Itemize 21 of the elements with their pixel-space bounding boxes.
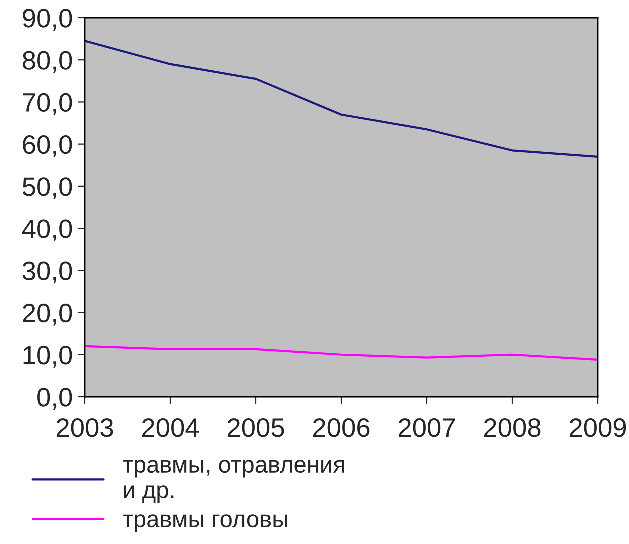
line-series: [85, 40, 598, 158]
x-tick-label: 2009: [570, 418, 626, 438]
y-tick-label: 20,0: [23, 304, 72, 326]
y-tick-label: 80,0: [22, 51, 72, 74]
line-series: [85, 345, 598, 361]
x-tick-label: 2003: [56, 418, 114, 438]
x-tick-label: 2006: [313, 418, 370, 438]
y-tick-label: 60,0: [23, 135, 72, 158]
y-tick-label: 70,0: [23, 93, 72, 116]
y-tick-label: 40,0: [22, 220, 72, 242]
y-tick-label: 50,0: [22, 178, 72, 200]
x-tick-label: 2004: [142, 418, 200, 438]
y-tick-label: 0,0: [38, 388, 72, 410]
y-tick-label: 30,0: [22, 262, 72, 284]
y-tick-label: 90,0: [23, 9, 72, 31]
x-tick-label: 2008: [484, 418, 541, 438]
x-tick-label: 2007: [398, 418, 456, 438]
x-tick-label: 2005: [228, 418, 284, 438]
y-tick-label: 10,0: [24, 346, 72, 368]
legend-label: травмы, отравления и др.: [123, 460, 344, 504]
legend-label: травмы головы: [123, 514, 288, 532]
